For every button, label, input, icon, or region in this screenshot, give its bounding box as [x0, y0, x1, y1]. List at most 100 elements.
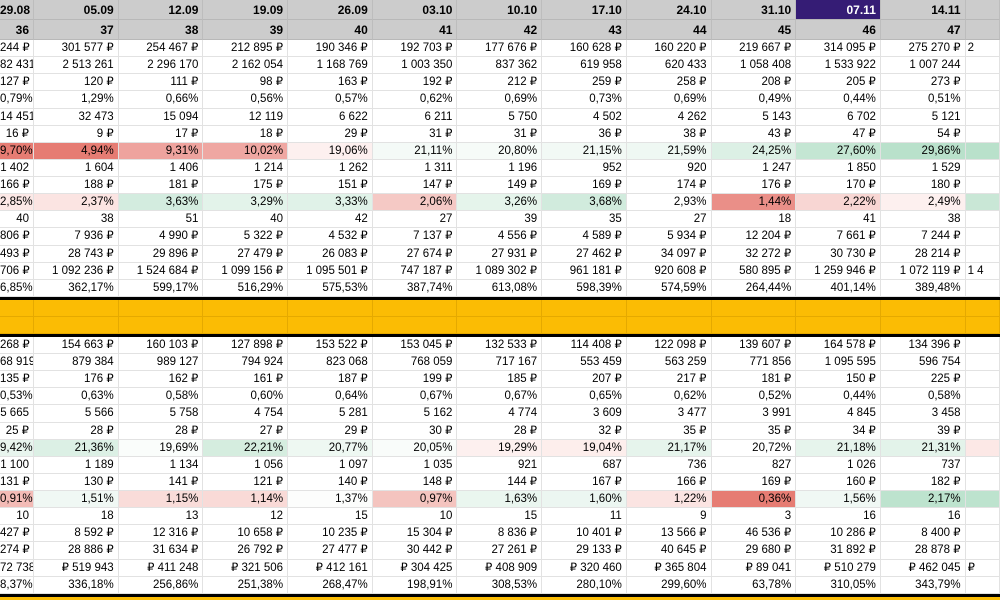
table-cell[interactable]: 1 406 — [118, 159, 204, 177]
highlight-cell[interactable] — [965, 316, 1000, 334]
table-cell[interactable]: 40 — [0, 211, 34, 229]
table-cell[interactable]: 0,62% — [626, 388, 712, 406]
table-cell[interactable]: 32 473 — [34, 108, 119, 126]
table-cell[interactable]: 176 ₽ — [34, 371, 119, 389]
week-number-cell[interactable]: 37 — [34, 20, 119, 40]
table-cell[interactable]: 0,73% — [542, 91, 627, 109]
table-cell[interactable]: 7 137 ₽ — [372, 228, 458, 246]
table-cell[interactable]: 6 211 — [372, 108, 458, 126]
table-cell[interactable]: 169 ₽ — [711, 473, 797, 491]
table-cell[interactable]: 205 ₽ — [796, 74, 881, 92]
table-cell[interactable]: ₽ 365 804 — [626, 559, 712, 577]
table-cell[interactable]: 1 056 — [203, 456, 289, 474]
table-cell[interactable]: 10 286 ₽ — [796, 525, 881, 543]
table-cell[interactable]: 160 628 ₽ — [542, 40, 627, 58]
table-cell[interactable]: 19,29% — [457, 439, 543, 457]
table-cell[interactable]: 140 ₽ — [288, 473, 373, 491]
table-cell[interactable]: 4,94% — [34, 142, 119, 160]
table-cell[interactable]: 36 ₽ — [542, 125, 627, 143]
table-cell[interactable]: 192 703 ₽ — [372, 40, 458, 58]
table-cell[interactable]: 54 ₽ — [880, 125, 966, 143]
table-cell[interactable]: 1 247 — [711, 159, 797, 177]
table-cell[interactable]: 120 ₽ — [34, 74, 119, 92]
table-cell[interactable]: 28 ₽ — [118, 422, 204, 440]
table-cell[interactable]: 28 743 ₽ — [34, 245, 119, 263]
highlight-cell[interactable] — [372, 316, 458, 334]
table-cell[interactable]: 29 133 ₽ — [542, 542, 627, 560]
table-cell[interactable]: 308,53% — [457, 576, 543, 594]
table-cell[interactable]: 199 ₽ — [372, 371, 458, 389]
week-number-cell[interactable]: 40 — [288, 20, 373, 40]
table-cell[interactable]: 256,86% — [118, 576, 204, 594]
table-cell[interactable]: 5 143 — [711, 108, 797, 126]
table-cell[interactable]: 5 281 — [288, 405, 373, 423]
table-cell[interactable]: 160 220 ₽ — [626, 40, 712, 58]
table-cell[interactable]: 27 ₽ — [203, 422, 289, 440]
table-cell[interactable]: 10 235 ₽ — [288, 525, 373, 543]
table-cell[interactable]: 4 262 — [626, 108, 712, 126]
table-cell[interactable]: 154 663 ₽ — [34, 336, 119, 354]
table-cell[interactable]: 166 ₽ — [0, 177, 34, 195]
table-cell[interactable]: 198,91% — [372, 576, 458, 594]
table-cell[interactable] — [965, 211, 1000, 229]
table-cell[interactable]: 0,49% — [711, 91, 797, 109]
table-cell[interactable]: 170 ₽ — [796, 177, 881, 195]
table-cell[interactable]: 217 ₽ — [626, 371, 712, 389]
highlight-cell[interactable] — [203, 299, 289, 317]
table-cell[interactable]: 29 680 ₽ — [711, 542, 797, 560]
table-cell[interactable]: 563 259 — [626, 354, 712, 372]
table-cell[interactable]: 299,60% — [626, 576, 712, 594]
table-cell[interactable]: 38 — [34, 211, 119, 229]
date-header-cell[interactable] — [965, 0, 1000, 20]
table-cell[interactable]: 20,05% — [372, 439, 458, 457]
table-cell[interactable]: 163 ₽ — [288, 74, 373, 92]
date-header-cell[interactable]: 07.11 — [796, 0, 881, 20]
table-cell[interactable]: 139 607 ₽ — [711, 336, 797, 354]
table-cell[interactable] — [965, 508, 1000, 526]
table-cell[interactable]: 43 ₽ — [711, 125, 797, 143]
table-cell[interactable]: 6 622 — [288, 108, 373, 126]
table-cell[interactable]: 28 ₽ — [34, 422, 119, 440]
table-cell[interactable]: ₽ 321 506 — [203, 559, 289, 577]
table-cell[interactable]: 27 931 ₽ — [457, 245, 543, 263]
table-cell[interactable]: 19,69% — [118, 439, 204, 457]
table-cell[interactable]: 40 — [203, 211, 289, 229]
table-cell[interactable]: 30 442 ₽ — [372, 542, 458, 560]
table-cell[interactable]: 16 — [796, 508, 881, 526]
table-cell[interactable]: 13 566 ₽ — [626, 525, 712, 543]
table-cell[interactable]: 20,77% — [288, 439, 373, 457]
table-cell[interactable]: 1,44% — [711, 194, 797, 212]
week-number-cell[interactable]: 41 — [372, 20, 458, 40]
table-cell[interactable]: 29 ₽ — [288, 125, 373, 143]
table-cell[interactable]: 10 658 ₽ — [203, 525, 289, 543]
table-cell[interactable]: 4 532 ₽ — [288, 228, 373, 246]
table-cell[interactable]: 920 608 ₽ — [626, 262, 712, 280]
table-cell[interactable] — [965, 194, 1000, 212]
table-cell[interactable]: 147 ₽ — [372, 177, 458, 195]
table-cell[interactable]: 185 ₽ — [457, 371, 543, 389]
table-cell[interactable]: 13 — [118, 508, 204, 526]
table-cell[interactable]: 1 058 408 — [711, 57, 797, 75]
table-cell[interactable]: 164 578 ₽ — [796, 336, 881, 354]
table-cell[interactable]: 40 645 ₽ — [626, 542, 712, 560]
table-cell[interactable]: 737 — [880, 456, 966, 474]
highlight-cell[interactable] — [118, 316, 204, 334]
table-cell[interactable] — [965, 177, 1000, 195]
table-cell[interactable] — [965, 159, 1000, 177]
table-cell[interactable]: 1 095 595 — [796, 354, 881, 372]
highlight-cell[interactable] — [626, 316, 712, 334]
table-cell[interactable]: 0,67% — [457, 388, 543, 406]
table-cell[interactable]: 14 451 — [0, 108, 34, 126]
table-cell[interactable]: 806 ₽ — [0, 228, 34, 246]
table-cell[interactable]: 736 — [626, 456, 712, 474]
table-cell[interactable]: 268 ₽ — [0, 336, 34, 354]
table-cell[interactable]: 0,56% — [203, 91, 289, 109]
table-cell[interactable]: 21,59% — [626, 142, 712, 160]
table-cell[interactable]: 1 196 — [457, 159, 543, 177]
table-cell[interactable]: 7 244 ₽ — [880, 228, 966, 246]
table-cell[interactable]: ₽ 519 943 — [34, 559, 119, 577]
table-cell[interactable]: 1 072 119 ₽ — [880, 262, 966, 280]
table-cell[interactable]: 31 634 ₽ — [118, 542, 204, 560]
table-cell[interactable]: 0,69% — [626, 91, 712, 109]
table-cell[interactable] — [965, 57, 1000, 75]
